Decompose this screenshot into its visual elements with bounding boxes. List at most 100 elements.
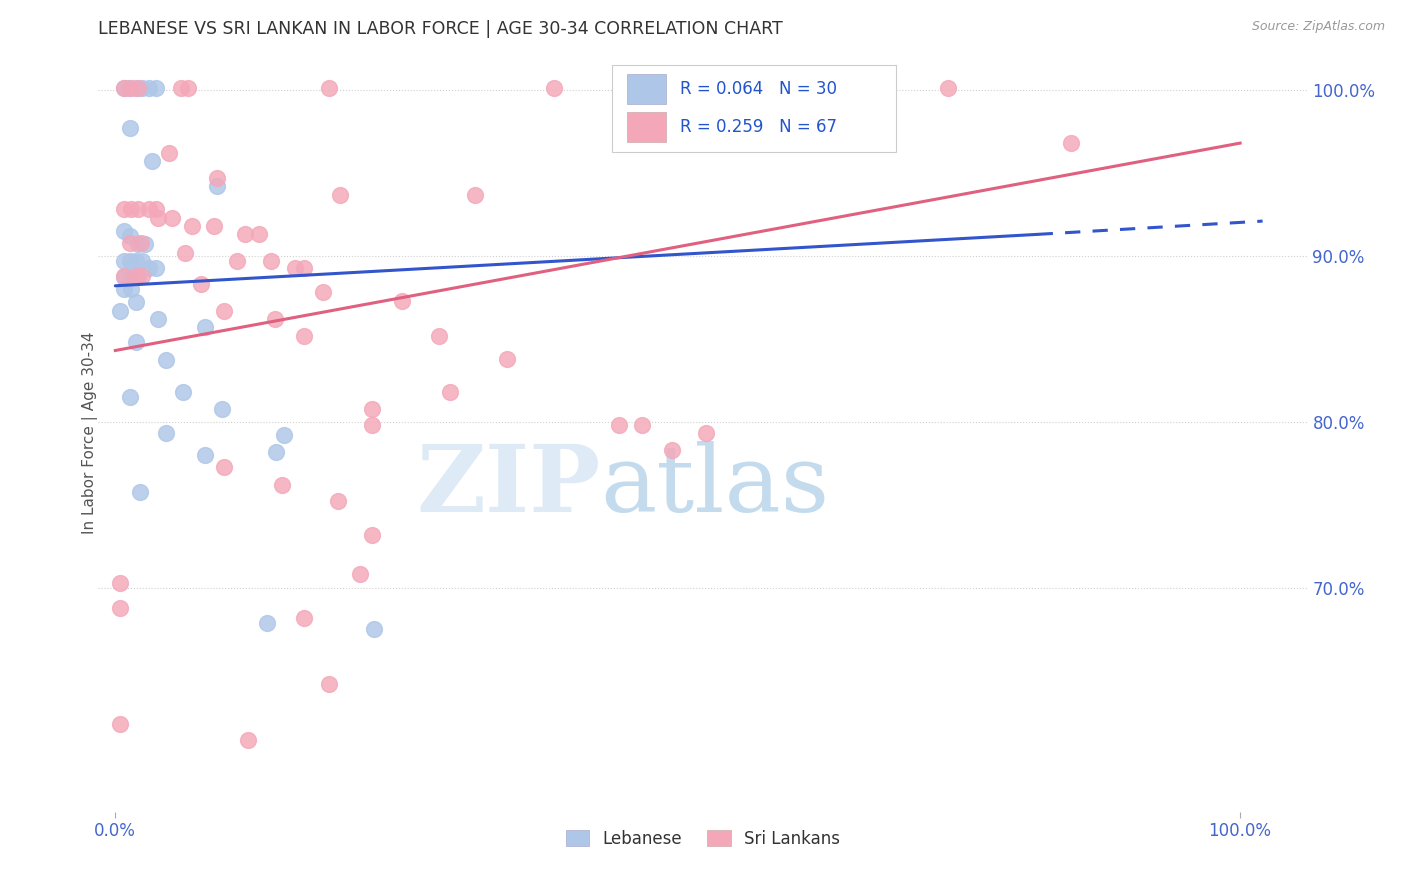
Point <box>292 610 315 624</box>
Point <box>270 478 292 492</box>
Point <box>124 335 146 350</box>
Point <box>233 227 256 242</box>
Point <box>205 170 228 185</box>
Point <box>360 418 382 433</box>
Point <box>180 219 202 233</box>
Point <box>124 253 146 268</box>
Point <box>264 312 287 326</box>
Point <box>630 418 652 433</box>
Point <box>813 81 835 95</box>
Point <box>936 81 959 95</box>
Point <box>391 293 413 308</box>
Point <box>157 146 180 161</box>
Point <box>155 426 177 441</box>
Text: Source: ZipAtlas.com: Source: ZipAtlas.com <box>1251 20 1385 33</box>
Point <box>112 81 135 95</box>
Point <box>127 81 149 95</box>
Point <box>247 227 270 242</box>
Point <box>211 401 233 416</box>
Point <box>124 81 146 95</box>
Point <box>214 459 236 474</box>
Point <box>141 154 163 169</box>
Point <box>120 282 142 296</box>
Point <box>118 235 141 250</box>
Point <box>495 351 517 366</box>
Text: ZIP: ZIP <box>416 441 600 531</box>
Point <box>205 179 228 194</box>
Point <box>1060 136 1083 150</box>
Point <box>145 81 167 95</box>
Point <box>138 81 160 95</box>
Point <box>194 320 217 334</box>
Point <box>118 229 141 244</box>
Point <box>112 282 135 296</box>
Legend: Lebanese, Sri Lankans: Lebanese, Sri Lankans <box>558 822 848 856</box>
Point <box>112 270 135 285</box>
Point <box>256 615 278 630</box>
Point <box>464 187 486 202</box>
Point <box>318 81 340 95</box>
Point <box>349 567 371 582</box>
Point <box>172 384 194 399</box>
Point <box>118 390 141 404</box>
Point <box>326 494 349 508</box>
Point <box>695 426 717 441</box>
Point <box>259 253 281 268</box>
Point <box>756 81 779 95</box>
Point <box>439 384 461 399</box>
Point <box>190 277 212 292</box>
Point <box>131 81 153 95</box>
Point <box>284 260 307 275</box>
FancyBboxPatch shape <box>627 74 665 104</box>
Point <box>112 253 135 268</box>
Point <box>236 733 259 747</box>
Point <box>120 81 142 95</box>
Point <box>360 401 382 416</box>
Point <box>138 260 160 275</box>
Point <box>131 253 153 268</box>
Point <box>427 328 450 343</box>
Point <box>108 600 131 615</box>
Point <box>112 268 135 283</box>
Point <box>318 677 340 691</box>
Point <box>108 716 131 731</box>
Point <box>129 484 152 499</box>
FancyBboxPatch shape <box>613 65 897 153</box>
Point <box>118 81 141 95</box>
Point <box>194 448 217 462</box>
Point <box>292 328 315 343</box>
Point <box>177 81 200 95</box>
Point <box>292 260 315 275</box>
Point <box>363 622 385 636</box>
Point <box>225 253 247 268</box>
Point <box>202 219 225 233</box>
Point <box>160 211 183 225</box>
Point <box>108 575 131 590</box>
Point <box>174 245 197 260</box>
Point <box>124 268 146 283</box>
Y-axis label: In Labor Force | Age 30-34: In Labor Force | Age 30-34 <box>82 331 98 534</box>
FancyBboxPatch shape <box>627 112 665 142</box>
Point <box>543 81 565 95</box>
Point <box>312 285 335 300</box>
Point <box>155 353 177 368</box>
Point <box>264 444 287 458</box>
Point <box>138 202 160 217</box>
Text: LEBANESE VS SRI LANKAN IN LABOR FORCE | AGE 30-34 CORRELATION CHART: LEBANESE VS SRI LANKAN IN LABOR FORCE | … <box>98 21 783 38</box>
Point <box>129 235 152 250</box>
Point <box>124 295 146 310</box>
Point <box>127 237 149 252</box>
Text: R = 0.064   N = 30: R = 0.064 N = 30 <box>681 80 837 98</box>
Point <box>146 211 169 225</box>
Point <box>607 418 630 433</box>
Point <box>131 268 153 283</box>
Point <box>112 81 135 95</box>
Point <box>145 202 167 217</box>
Point <box>169 81 191 95</box>
Point <box>273 428 295 442</box>
Point <box>134 237 156 252</box>
Text: atlas: atlas <box>600 441 830 531</box>
Point <box>118 121 141 136</box>
Point <box>127 202 149 217</box>
Point <box>214 303 236 318</box>
